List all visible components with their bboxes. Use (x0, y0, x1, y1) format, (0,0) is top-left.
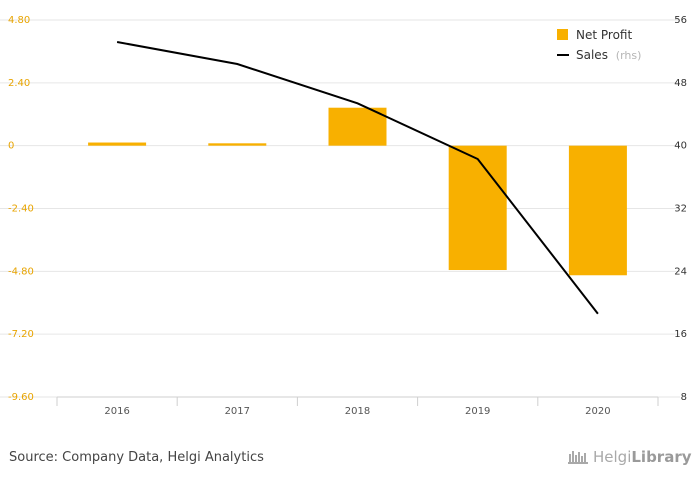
legend: Net Profit Sales (rhs) (557, 28, 641, 62)
legend-sales-rhs: (rhs) (616, 49, 642, 62)
x-tick-label: 2018 (345, 406, 370, 417)
right-axis-ticks: 56 48 40 32 24 16 8 (674, 15, 687, 403)
svg-text:Sales (rhs): Sales (rhs) (576, 48, 641, 62)
logo-library: Library (631, 448, 692, 466)
right-tick-label: 16 (674, 329, 687, 340)
left-tick-label: 4.80 (8, 15, 30, 26)
sales-line (116, 41, 599, 315)
left-tick-label: 0 (8, 141, 14, 152)
library-icon (568, 451, 588, 464)
x-tick-label: 2016 (104, 406, 129, 417)
right-tick-label: 32 (674, 204, 687, 215)
helgi-library-logo: HelgiLibrary (568, 448, 692, 466)
combo-chart: 4.80 2.40 0 -2.40 -4.80 -7.20 -9.60 56 48 40 32 24… (0, 15, 687, 417)
left-axis-ticks: 4.80 2.40 0 -2.40 -4.80 -7.20 -9.60 (8, 15, 34, 403)
x-tick-label: 2019 (465, 406, 490, 417)
net-profit-bar (568, 145, 627, 276)
x-tick-label: 2017 (225, 406, 250, 417)
right-tick-label: 48 (674, 78, 687, 89)
right-tick-label: 56 (674, 15, 687, 26)
left-tick-label: -4.80 (8, 266, 34, 277)
net-profit-bar (208, 143, 267, 146)
logo-helgi: Helgi (593, 448, 632, 466)
left-tick-label: 2.40 (8, 78, 30, 89)
left-tick-label: -7.20 (8, 329, 34, 340)
x-axis: 2016 2017 2018 2019 2020 (56, 396, 659, 417)
net-profit-bars (88, 107, 627, 276)
legend-sales-swatch (557, 54, 569, 56)
right-tick-label: 24 (674, 266, 687, 277)
x-tick-label: 2020 (585, 406, 610, 417)
right-tick-label: 8 (681, 392, 687, 403)
left-tick-label: -2.40 (8, 204, 34, 215)
source-note: Source: Company Data, Helgi Analytics (9, 450, 264, 465)
legend-net-profit-label: Net Profit (576, 28, 632, 42)
legend-sales-label: Sales (576, 48, 608, 62)
legend-net-profit-swatch (557, 29, 568, 40)
net-profit-bar (448, 145, 507, 271)
net-profit-bar (88, 142, 147, 146)
net-profit-bar (328, 107, 387, 146)
right-tick-label: 40 (674, 141, 687, 152)
left-tick-label: -9.60 (8, 392, 34, 403)
